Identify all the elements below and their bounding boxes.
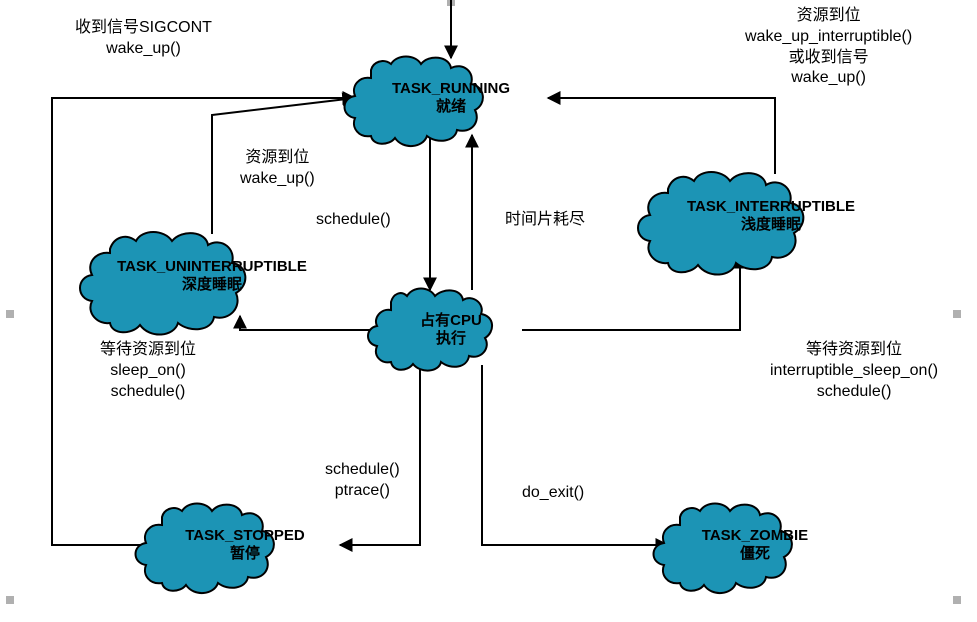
label-sched-ptrace: schedule() ptrace() [325,460,400,502]
node-stopped-l1: TASK_STOPPED [185,527,304,545]
node-zombie-l2: 僵死 [740,545,770,563]
node-running-l2: 就绪 [436,98,466,116]
label-sigcont: 收到信号SIGCONT wake_up() [75,18,212,60]
label-res-wakeup-right: 资源到位 wake_up_interruptible() 或收到信号 wake_… [745,6,912,89]
edge-cpu-to-unint [240,316,380,330]
node-int: TASK_INTERRUPTIBLE 浅度睡眠 [653,195,889,237]
label-do-exit: do_exit() [522,483,584,504]
node-unint-l2: 深度睡眠 [182,276,242,294]
node-unint-l1: TASK_UNINTERRUPTIBLE [117,258,307,276]
node-cpu-l2: 执行 [436,330,466,348]
handle-top [447,0,455,6]
node-running-l1: TASK_RUNNING [392,80,510,98]
handle-right [953,310,961,318]
handle-bl [6,596,14,604]
edge-cpu-to-zombie [482,365,668,545]
label-res-wakeup-left: 资源到位 wake_up() [240,148,315,190]
node-int-l1: TASK_INTERRUPTIBLE [687,198,855,216]
node-stopped: TASK_STOPPED 暂停 [149,525,341,565]
label-wait-right: 等待资源到位 interruptible_sleep_on() schedule… [770,340,938,402]
label-timeslice: 时间片耗尽 [505,210,585,231]
node-cpu-l1: 占有CPU [420,312,482,330]
node-int-l2: 浅度睡眠 [741,216,801,234]
node-running: TASK_RUNNING 就绪 [355,78,547,118]
node-unint: TASK_UNINTERRUPTIBLE 深度睡眠 [94,255,330,297]
handle-left [6,310,14,318]
label-schedule-mid: schedule() [316,210,391,231]
edge-cpu-to-stopped [340,365,420,545]
edge-cpu-to-int [522,256,740,330]
handle-br [953,596,961,604]
node-stopped-l2: 暂停 [230,545,260,563]
label-wait-left: 等待资源到位 sleep_on() schedule() [100,340,196,402]
node-zombie-l1: TASK_ZOMBIE [702,527,808,545]
node-cpu: 占有CPU 执行 [379,310,523,350]
edge-int-to-running [548,98,775,174]
node-zombie: TASK_ZOMBIE 僵死 [667,525,843,565]
